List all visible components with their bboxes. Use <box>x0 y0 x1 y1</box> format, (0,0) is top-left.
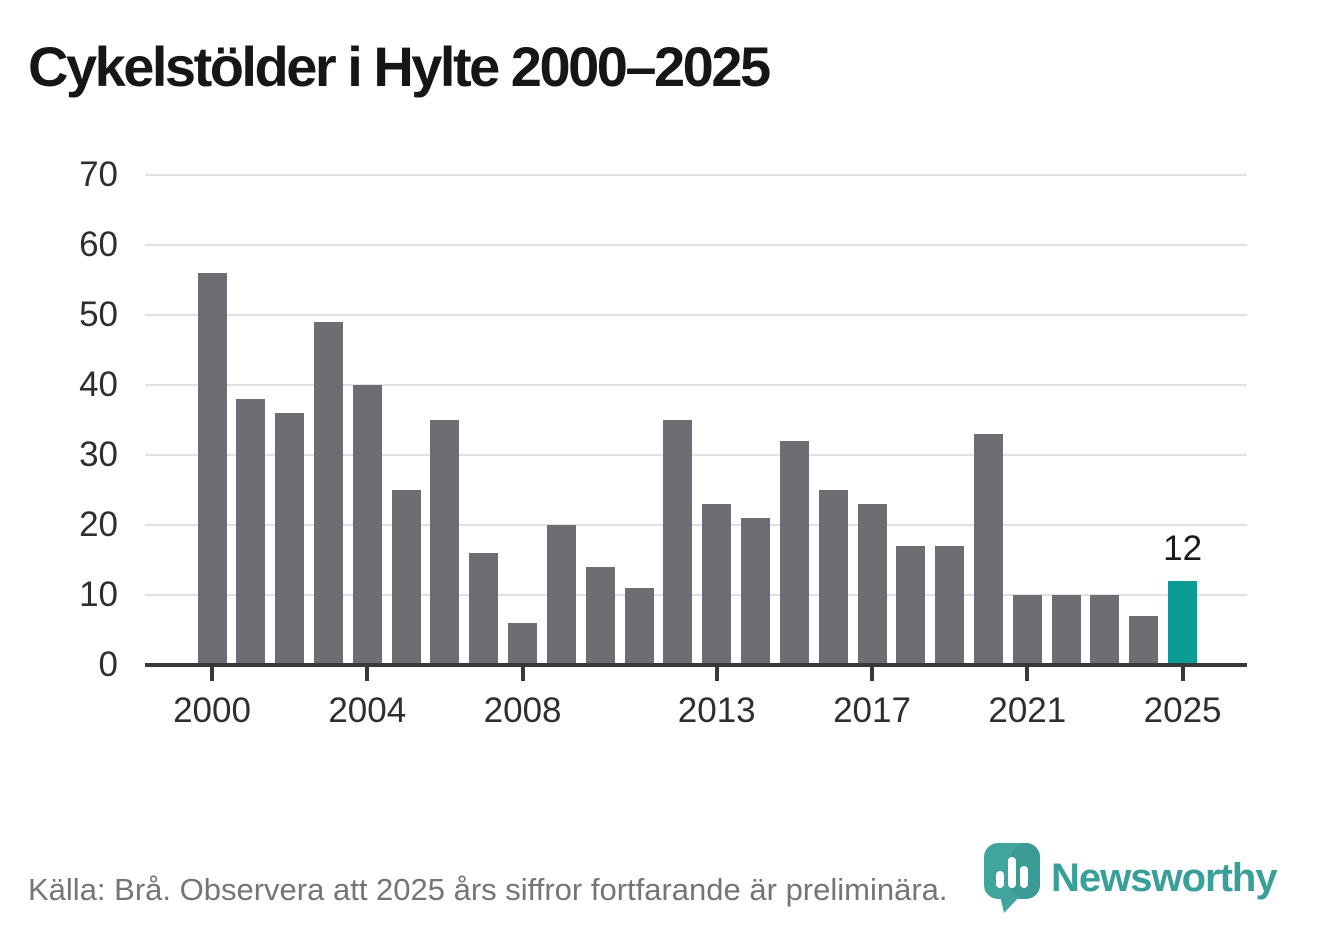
x-tick-2013 <box>714 667 719 681</box>
y-axis-label-60: 60 <box>79 225 118 264</box>
bar-2021 <box>1012 595 1042 665</box>
x-axis-label-2017: 2017 <box>833 691 911 730</box>
x-axis-label-2025: 2025 <box>1143 691 1222 730</box>
gridline-60 <box>145 244 1247 246</box>
y-axis-label-10: 10 <box>79 575 118 614</box>
bar-2006 <box>430 420 460 665</box>
y-axis-label-70: 70 <box>79 155 118 194</box>
bar-2003 <box>313 322 343 665</box>
x-axis-label-2013: 2013 <box>677 691 756 730</box>
bar-2018 <box>896 546 926 665</box>
bar-2024 <box>1129 616 1159 665</box>
bar-2002 <box>275 413 305 665</box>
bar-2010 <box>585 567 615 665</box>
bar-2017 <box>857 504 887 665</box>
newsworthy-wordmark: Newsworthy <box>1051 855 1278 900</box>
gridline-20 <box>145 524 1247 526</box>
y-axis-label-20: 20 <box>79 505 118 544</box>
source-note: Källa: Brå. Observera att 2025 års siffr… <box>28 872 948 907</box>
gridline-30 <box>145 454 1247 456</box>
gridline-40 <box>145 384 1247 386</box>
bar-2022 <box>1051 595 1081 665</box>
y-axis-label-0: 0 <box>98 645 118 684</box>
x-tick-2008 <box>520 667 525 681</box>
x-axis-label-2000: 2000 <box>173 691 251 730</box>
x-axis-label-2021: 2021 <box>988 691 1067 730</box>
bar-2016 <box>818 490 848 665</box>
bar-2004 <box>352 385 382 665</box>
x-axis-label-2008: 2008 <box>483 691 562 730</box>
bar-value-label: 12 <box>1163 529 1203 568</box>
newsworthy-pin-barchart-icon <box>984 843 1040 913</box>
x-tick-2025 <box>1180 667 1185 681</box>
bar-2011 <box>624 588 654 665</box>
bar-2015 <box>779 441 809 665</box>
x-tick-2004 <box>365 667 370 681</box>
gridline-10 <box>145 594 1247 596</box>
bar-2007 <box>469 553 499 665</box>
x-tick-2000 <box>210 667 214 681</box>
bar-2001 <box>236 399 266 665</box>
newsworthy-logo: Newsworthy <box>983 842 1278 914</box>
bar-2009 <box>546 525 576 665</box>
bar-2020 <box>973 434 1003 665</box>
bar-2012 <box>663 420 693 665</box>
bar-2019 <box>935 546 965 665</box>
gridline-70 <box>145 174 1247 176</box>
y-axis-label-40: 40 <box>79 365 118 404</box>
y-axis-label-30: 30 <box>79 435 118 474</box>
chart-title: Cykelstölder i Hylte 2000–2025 <box>28 35 771 98</box>
x-axis-label-2004: 2004 <box>328 691 407 730</box>
gridline-50 <box>145 314 1247 316</box>
x-axis-line <box>145 663 1247 667</box>
bar-2013 <box>702 504 732 665</box>
x-tick-2021 <box>1025 667 1030 681</box>
bar-2000 <box>197 273 227 665</box>
x-tick-2017 <box>870 667 874 681</box>
bar-2025-highlighted <box>1168 581 1198 665</box>
bar-2005 <box>391 490 421 665</box>
bar-2008 <box>508 623 538 665</box>
bar-2023 <box>1090 595 1120 665</box>
bar-2014 <box>741 518 771 665</box>
y-axis-label-50: 50 <box>79 295 118 334</box>
